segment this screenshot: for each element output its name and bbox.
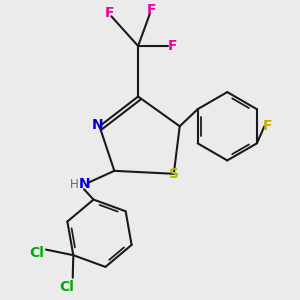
Text: F: F (167, 39, 177, 53)
Text: S: S (169, 167, 179, 181)
Text: Cl: Cl (59, 280, 74, 294)
Text: Cl: Cl (30, 246, 44, 260)
Text: F: F (262, 119, 272, 133)
Text: H: H (70, 178, 79, 191)
Text: F: F (147, 3, 156, 17)
Text: N: N (92, 118, 104, 132)
Text: N: N (79, 177, 90, 191)
Text: F: F (105, 6, 115, 20)
